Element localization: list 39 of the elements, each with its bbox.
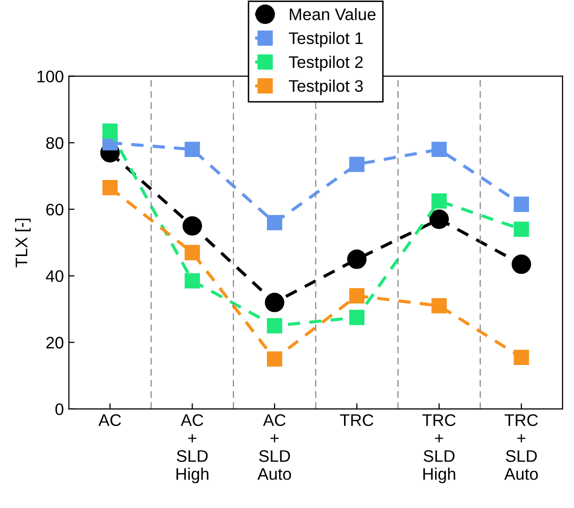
x-tick-label: AC + SLD High: [176, 414, 208, 484]
point: [429, 210, 449, 229]
point: [514, 350, 530, 366]
point: [102, 123, 118, 139]
legend-label: Testpilot 1: [288, 32, 363, 48]
point: [184, 273, 200, 288]
x-tick-label: AC: [98, 414, 121, 426]
x-tick-label: TRC + SLD High: [422, 414, 456, 484]
y-axis-title: TLX [-]: [15, 218, 31, 268]
legend-label: Mean Value: [290, 8, 376, 20]
point: [266, 318, 282, 334]
point: [512, 254, 532, 274]
point: [184, 244, 200, 260]
y-tick-label: 80: [46, 137, 64, 149]
y-tick-label: 40: [46, 270, 64, 282]
legend-label: Testpilot 2: [288, 56, 363, 72]
point: [431, 298, 447, 314]
x-tick-label: TRC + SLD Auto: [504, 414, 538, 480]
point: [266, 351, 282, 367]
point: [431, 193, 447, 209]
point: [514, 222, 530, 237]
point: [347, 249, 367, 269]
point: [349, 288, 364, 304]
x-tick-label: TRC: [340, 414, 374, 426]
legend-label: Testpilot 3: [288, 80, 363, 96]
y-tick-label: 100: [37, 70, 64, 82]
point: [514, 196, 530, 212]
point: [349, 156, 364, 172]
point: [349, 310, 364, 326]
y-tick-label: 20: [46, 336, 64, 349]
point: [266, 214, 282, 230]
point: [184, 142, 200, 158]
x-tick-label: AC + SLD Auto: [257, 414, 292, 480]
point: [431, 142, 447, 158]
point: [182, 216, 202, 236]
y-tick-label: 0: [55, 403, 64, 416]
point: [102, 180, 118, 196]
y-tick-label: 60: [46, 204, 64, 216]
point: [264, 292, 284, 312]
